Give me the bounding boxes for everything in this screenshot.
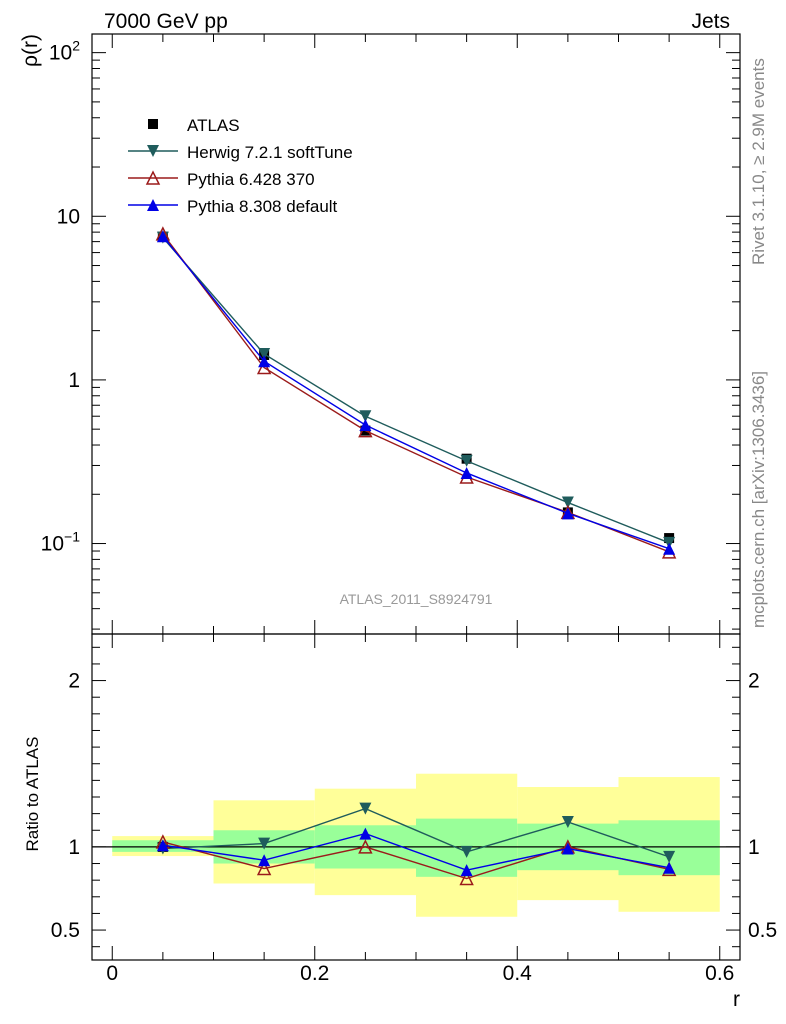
ratio-y-tick-label-right-0: 0.5 — [748, 919, 777, 942]
ratio-y-tick-label-left-2: 2 — [68, 670, 80, 693]
ratio-point-pythia8-1 — [258, 854, 271, 867]
ratio-y-tick-label-right-1: 1 — [748, 836, 760, 859]
main-point-pythia6-1 — [256, 359, 272, 375]
side-label-rivet: Rivet 3.1.10, ≥ 2.9M events — [749, 58, 768, 265]
ratio-point-herwig-1 — [258, 837, 271, 850]
x-tick-label-1: 0.2 — [300, 962, 329, 985]
main-line-pythia8 — [162, 235, 670, 550]
ratio-y-tick-label-left-0: 0.5 — [51, 919, 80, 942]
x-tick-label-2: 0.4 — [503, 962, 533, 985]
ratio-line-pythia8 — [162, 832, 670, 871]
main-y-tick-label-0: 102 — [49, 38, 80, 65]
legend-marker-atlas — [148, 119, 158, 129]
ratio-point-pythia6-1 — [256, 860, 272, 876]
main-point-pythia8-0 — [156, 230, 169, 243]
ratio-line-herwig — [162, 807, 670, 858]
x-tick-label-3: 0.6 — [705, 962, 734, 985]
main-y-tick-label-3: 10−1 — [41, 529, 81, 556]
main-point-pythia8-5 — [663, 542, 676, 555]
legend-label-herwig: Herwig 7.2.1 softTune — [187, 143, 353, 162]
main-point-pythia8-1 — [258, 355, 271, 368]
ratio-point-pythia6-3 — [459, 870, 474, 886]
x-axis-label: r — [733, 988, 740, 1011]
main-point-herwig-1 — [258, 347, 271, 360]
main-point-herwig-3 — [460, 454, 473, 467]
legend-marker-pythia6 — [145, 170, 161, 185]
legend-marker-herwig — [147, 145, 159, 157]
main-line-herwig — [162, 237, 670, 544]
ratio-point-pythia8-2 — [359, 827, 372, 840]
main-point-herwig-2 — [359, 410, 372, 423]
ratio-y-tick-label-left-1: 1 — [68, 836, 80, 859]
ratio-y-axis-label: Ratio to ATLAS — [23, 737, 42, 852]
ratio-y-tick-label-right-2: 2 — [748, 670, 760, 693]
main-point-pythia8-4 — [561, 507, 574, 520]
ratio-point-pythia6-2 — [358, 839, 373, 854]
ratio-point-herwig-2 — [359, 802, 372, 815]
legend-label-pythia6: Pythia 6.428 370 — [187, 170, 315, 189]
ratio-point-herwig-4 — [561, 815, 574, 828]
ratio-point-pythia8-3 — [460, 864, 473, 877]
main-y-tick-label-1: 10 — [57, 205, 80, 228]
legend-label-pythia8: Pythia 8.308 default — [187, 197, 338, 216]
x-tick-label-0: 0 — [106, 962, 118, 985]
ratio-point-herwig-3 — [460, 845, 473, 858]
legend-marker-pythia8 — [147, 199, 159, 211]
header-left-title: 7000 GeV pp — [104, 10, 228, 33]
side-label-mcplots: mcplots.cern.ch [arXiv:1306.3436] — [749, 371, 768, 628]
ratio-point-herwig-5 — [663, 850, 676, 863]
legend-label-atlas: ATLAS — [187, 116, 240, 135]
ratio-point-pythia8-5 — [663, 861, 676, 874]
header-right-title: Jets — [691, 10, 730, 33]
ratio-point-pythia8-4 — [561, 842, 574, 855]
watermark: ATLAS_2011_S8924791 — [340, 591, 493, 607]
main-point-herwig-4 — [561, 496, 574, 509]
main-line-pythia6 — [162, 233, 670, 553]
main-y-axis-label: ρ(r) — [19, 34, 42, 67]
main-point-pythia8-2 — [359, 419, 372, 432]
main-point-pythia8-3 — [460, 466, 473, 479]
ratio-point-pythia8-0 — [156, 839, 169, 852]
ratio-line-pythia6 — [162, 841, 670, 880]
main-y-tick-label-2: 1 — [68, 369, 80, 392]
